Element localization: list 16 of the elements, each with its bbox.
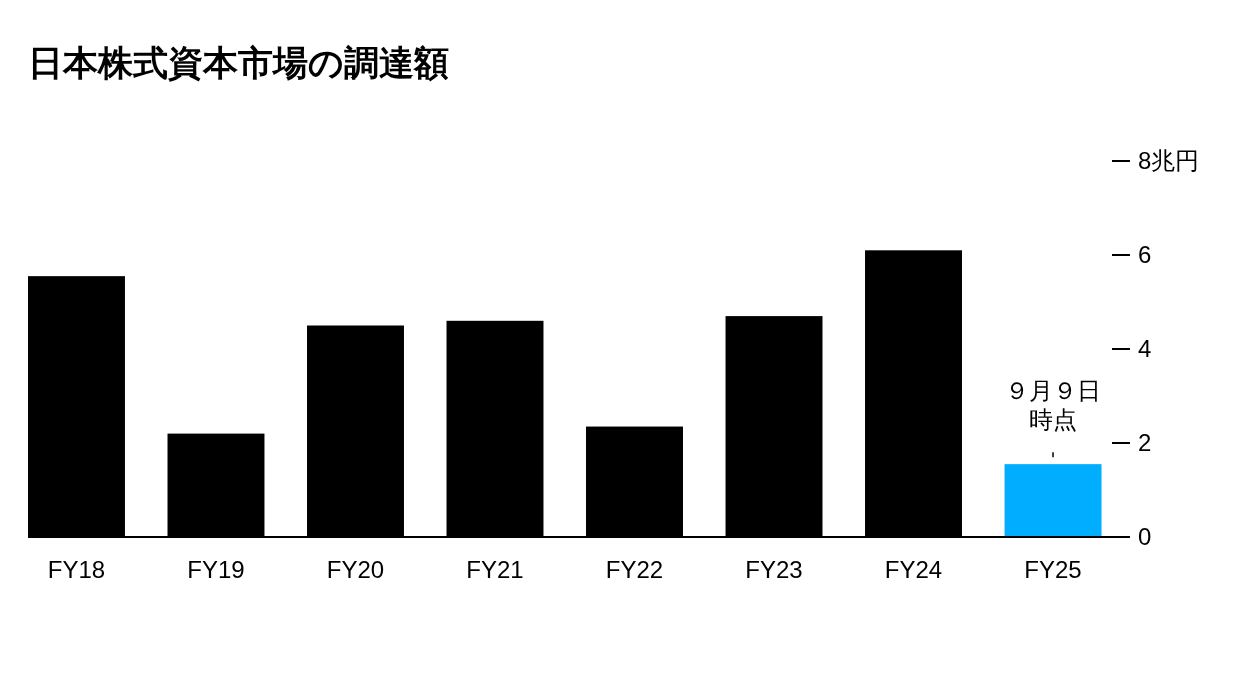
x-tick-label: FY19	[187, 556, 245, 583]
y-tick-label: 8兆円	[1138, 147, 1200, 175]
y-tick-label: 4	[1138, 335, 1152, 363]
x-tick-label: FY20	[326, 556, 385, 583]
y-tick-label: 6	[1138, 241, 1152, 269]
x-tick-label: FY23	[745, 556, 803, 583]
y-tick-label: 2	[1138, 429, 1152, 457]
chart-title: 日本株式資本市場の調達額	[28, 43, 449, 82]
x-tick-label: FY22	[605, 556, 664, 583]
bar	[1004, 464, 1102, 537]
x-tick-label: FY18	[47, 556, 106, 583]
x-tick-label: FY24	[884, 556, 943, 583]
x-tick-label: FY25	[1024, 556, 1082, 583]
x-tick-label: FY21	[466, 556, 524, 583]
y-tick-label: 0	[1138, 523, 1152, 551]
annotation: ９月９日時点	[1005, 377, 1102, 434]
